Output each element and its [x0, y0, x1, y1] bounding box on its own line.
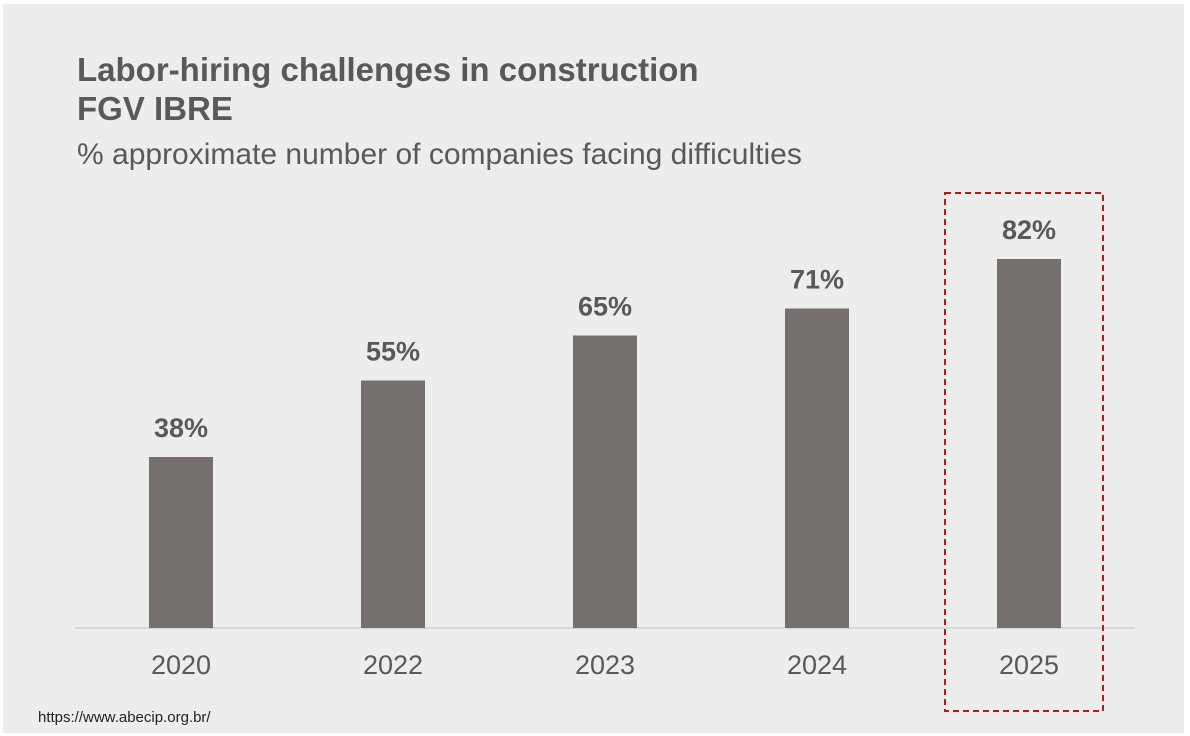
- source-link[interactable]: https://www.abecip.org.br/: [38, 709, 211, 726]
- chart-title-line-2: FGV IBRE: [77, 90, 233, 127]
- bar-2022: [361, 380, 425, 628]
- value-label-2025: 82%: [1002, 215, 1056, 245]
- x-tick-label-2020: 2020: [151, 650, 211, 680]
- chart-title: Labor-hiring challenges in construction …: [77, 50, 699, 128]
- chart-title-line-1: Labor-hiring challenges in construction: [77, 51, 699, 88]
- x-tick-labels-group: 2020 2022 2023 2024 2025: [151, 650, 1059, 680]
- x-tick-label-2025: 2025: [999, 650, 1059, 680]
- value-label-2023: 65%: [578, 292, 632, 322]
- bars-group: [149, 259, 1061, 628]
- value-label-2020: 38%: [154, 413, 208, 443]
- bar-2023: [573, 335, 637, 628]
- x-tick-label-2023: 2023: [575, 650, 635, 680]
- bar-2020: [149, 457, 213, 628]
- chart-subtitle: % approximate number of companies facing…: [77, 138, 802, 171]
- highlight-box: [944, 192, 1104, 712]
- x-tick-label-2022: 2022: [363, 650, 423, 680]
- value-labels-group: 38% 55% 65% 71% 82%: [154, 215, 1056, 443]
- value-label-2024: 71%: [790, 265, 844, 295]
- bar-2025: [997, 259, 1061, 628]
- value-label-2022: 55%: [366, 337, 420, 367]
- bar-2024: [785, 308, 849, 628]
- x-tick-label-2024: 2024: [787, 650, 847, 680]
